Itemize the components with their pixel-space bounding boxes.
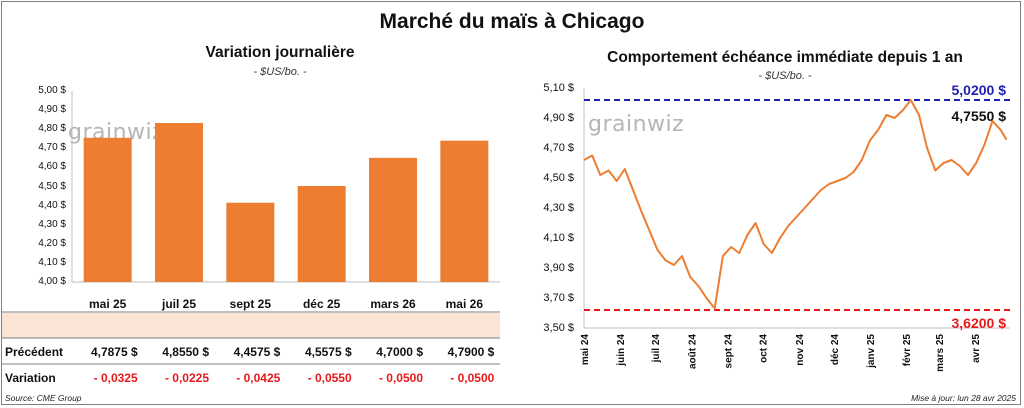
y-tick-label: 4,10 $	[38, 256, 66, 268]
y-tick-label: 4,80 $	[38, 123, 66, 135]
table-cell: 4,7875 $	[90, 345, 138, 359]
y-tick-label: 4,40 $	[38, 199, 66, 211]
table-cell: - 0,0425	[236, 371, 281, 385]
y-tick-label: 4,20 $	[38, 237, 66, 249]
category-label: déc 25	[302, 297, 341, 311]
table-cell: 4,8550 $	[162, 345, 209, 359]
right-subtitle: Comportement échéance immédiate depuis 1…	[607, 49, 963, 66]
category-label: mai 25	[88, 297, 127, 311]
x-tick-label: févr 25	[902, 334, 913, 367]
right-watermark: grainwiz	[588, 112, 685, 137]
x-tick-label: juin 24	[616, 334, 627, 367]
low-label: 3,6200 $	[952, 315, 1007, 331]
y-tick-label: 3,50 $	[543, 322, 574, 334]
y-tick-label: 4,70 $	[38, 142, 66, 154]
y-tick-label: 4,60 $	[38, 161, 66, 173]
y-tick-label: 5,10 $	[543, 82, 574, 94]
category-label: mai 26	[445, 297, 483, 311]
x-tick-label: déc 24	[830, 334, 841, 366]
y-tick-label: 4,30 $	[38, 218, 66, 230]
table-cell: 4,7900 $	[447, 345, 495, 359]
source-note: Source: CME Group	[5, 393, 82, 403]
x-tick-label: nov 24	[795, 334, 806, 366]
table-cell: - 0,0325	[93, 371, 138, 385]
table-cell: - 0,0500	[378, 371, 423, 385]
table-cell: 4,5575 $	[304, 345, 352, 359]
y-tick-label: 4,30 $	[543, 202, 574, 214]
bar	[155, 122, 203, 283]
y-tick-label: 4,90 $	[38, 104, 66, 116]
x-tick-label: mai 24	[580, 334, 591, 366]
high-label: 5,0200 $	[952, 82, 1007, 98]
y-tick-label: 5,00 $	[38, 85, 66, 96]
last-price-label: 4,7550 $	[952, 108, 1007, 124]
left-unit: - $US/bo. -	[253, 66, 307, 78]
price-line	[583, 99, 1008, 310]
x-tick-label: mars 25	[935, 334, 946, 372]
table-cell: - 0,0225	[164, 371, 209, 385]
row-label: Variation	[5, 371, 56, 385]
x-tick-label: janv 25	[866, 334, 877, 369]
bar	[369, 157, 417, 282]
bar	[83, 137, 132, 282]
x-tick-label: avr 25	[971, 334, 982, 363]
category-label: mars 26	[370, 297, 416, 311]
y-tick-label: 4,90 $	[543, 112, 574, 124]
x-tick-label: août 24	[687, 334, 698, 369]
highlight-row-bg	[2, 313, 500, 338]
category-label: sept 25	[229, 297, 271, 311]
table-cell: 4,7000 $	[376, 345, 423, 359]
y-tick-label: 4,50 $	[38, 180, 66, 192]
x-tick-label: oct 24	[759, 334, 770, 363]
bar	[297, 186, 346, 282]
bar	[226, 202, 275, 282]
x-tick-label: sept 24	[724, 334, 735, 369]
right-unit: - $US/bo. -	[758, 70, 812, 82]
category-label: juil 25	[161, 297, 196, 311]
x-tick-label: juil 24	[651, 334, 662, 364]
y-tick-label: 3,70 $	[543, 292, 574, 304]
y-tick-label: 4,10 $	[543, 232, 574, 244]
bar	[440, 140, 489, 282]
y-tick-label: 4,50 $	[543, 172, 574, 184]
y-tick-label: 4,70 $	[543, 142, 574, 154]
update-note: Mise à jour: lun 28 avr 2025	[911, 393, 1016, 403]
left-subtitle: Variation journalière	[205, 44, 355, 61]
row-label: Précédent	[5, 345, 64, 359]
table-cell: - 0,0500	[450, 371, 495, 385]
main-title: Marché du maïs à Chicago	[379, 10, 645, 33]
table-cell: - 0,0550	[307, 371, 352, 385]
table-cell: 4,4575 $	[233, 345, 281, 359]
y-tick-label: 4,00 $	[38, 276, 66, 287]
y-tick-label: 3,90 $	[543, 262, 574, 274]
